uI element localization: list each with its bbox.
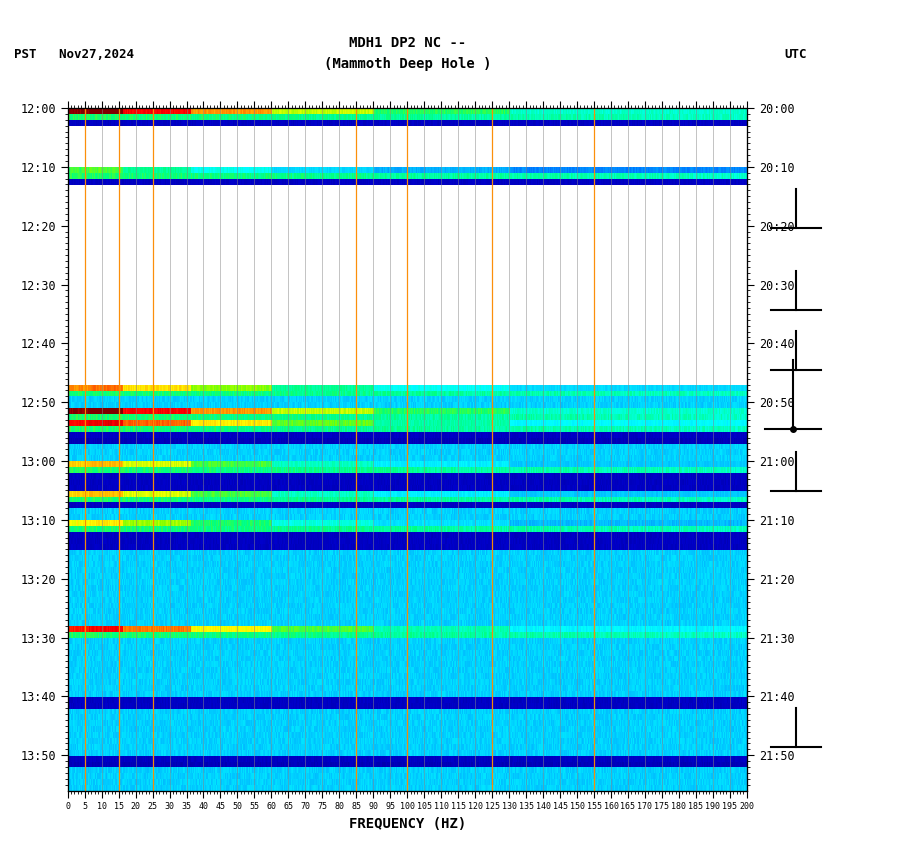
Text: PST   Nov27,2024: PST Nov27,2024 <box>14 48 133 61</box>
Text: MDH1 DP2 NC --: MDH1 DP2 NC -- <box>349 36 466 50</box>
Text: (Mammoth Deep Hole ): (Mammoth Deep Hole ) <box>324 57 492 71</box>
Text: UTC: UTC <box>785 48 807 61</box>
X-axis label: FREQUENCY (HZ): FREQUENCY (HZ) <box>349 817 465 831</box>
